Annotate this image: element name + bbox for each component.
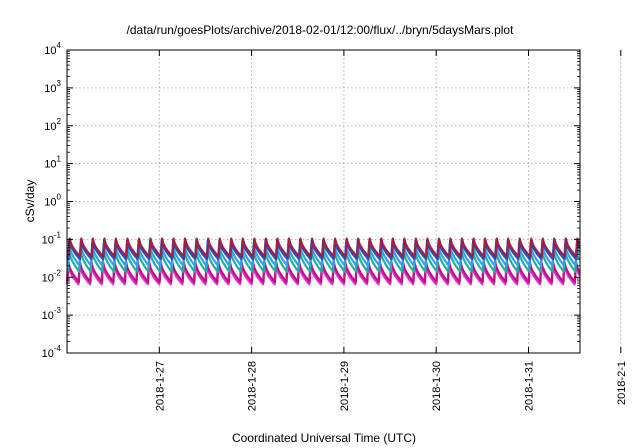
y-tick-label: 10-4 [42, 344, 62, 360]
y-tick-label: 10-2 [42, 268, 62, 284]
x-tick-label: 2018-2-1 [616, 361, 628, 405]
y-tick-label: 104 [44, 41, 61, 57]
y-axis-label: cSv/day [23, 180, 37, 223]
x-tick-label: 2018-1-29 [339, 361, 351, 411]
x-tick-label: 2018-1-27 [154, 361, 166, 411]
y-tick-label: 103 [44, 79, 61, 95]
series-line [66, 260, 581, 284]
y-tick-label: 102 [44, 117, 61, 133]
x-tick-label: 2018-1-30 [431, 361, 443, 411]
x-axis-label: Coordinated Universal Time (UTC) [232, 431, 416, 445]
y-tick-label: 10-1 [42, 230, 62, 246]
chart-title: /data/run/goesPlots/archive/2018-02-01/1… [127, 23, 515, 37]
y-tick-label: 101 [44, 155, 61, 171]
series-line [67, 237, 580, 258]
y-tick-label: 100 [44, 193, 61, 209]
x-tick-label: 2018-1-31 [524, 361, 536, 411]
y-tick-label: 10-3 [42, 306, 62, 322]
x-tick-label: 2018-1-28 [247, 361, 259, 411]
